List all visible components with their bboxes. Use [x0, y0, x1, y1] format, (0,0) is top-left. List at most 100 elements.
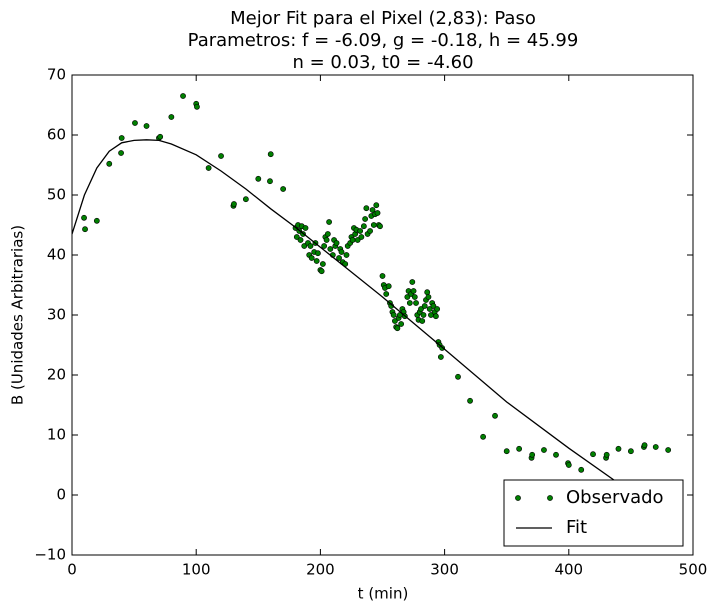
data-point	[419, 318, 426, 324]
data-point	[578, 466, 585, 473]
data-point	[430, 303, 437, 309]
data-point	[242, 196, 249, 203]
data-point	[641, 442, 648, 449]
y-tick-label: 0	[56, 486, 66, 504]
data-point	[377, 223, 383, 230]
data-point	[418, 306, 424, 312]
data-point	[433, 313, 439, 320]
data-point	[132, 120, 138, 126]
data-point	[398, 321, 405, 327]
data-point	[373, 202, 380, 209]
data-point	[394, 325, 401, 332]
data-point	[425, 294, 432, 300]
data-point	[411, 294, 418, 300]
y-tick-label: 10	[47, 426, 66, 444]
data-point	[157, 133, 164, 140]
data-point	[321, 243, 328, 249]
data-point	[180, 93, 186, 99]
data-point	[503, 448, 510, 455]
data-point	[390, 312, 397, 318]
data-point	[327, 246, 334, 252]
chart-title: Parametros: f = -6.09, g = -0.18, h = 45…	[188, 30, 579, 51]
data-point	[81, 214, 87, 221]
data-point	[106, 160, 113, 167]
data-point	[358, 234, 365, 240]
fit-line	[72, 139, 669, 517]
data-point	[529, 451, 536, 458]
data-point	[409, 279, 416, 285]
data-point	[379, 273, 386, 279]
data-point	[302, 225, 309, 231]
y-tick-label: 20	[47, 366, 66, 384]
data-point	[480, 433, 487, 440]
data-point	[369, 207, 376, 213]
data-point	[93, 217, 100, 224]
data-point	[360, 223, 367, 230]
data-point	[374, 210, 381, 216]
axes: 0 100 200 300 400 500−10010203040506070Observ…	[34, 66, 707, 579]
data-point	[467, 397, 473, 404]
data-point	[194, 103, 200, 110]
data-point	[615, 445, 622, 452]
x-tick-label: 0	[67, 561, 77, 579]
data-point	[313, 258, 320, 264]
x-tick-label: 500	[679, 561, 708, 579]
data-point	[665, 447, 672, 453]
data-point	[553, 451, 559, 458]
y-axis-label: B (Unidades Arbitrarias)	[9, 225, 27, 405]
data-point	[413, 300, 419, 306]
y-tick-label: 50	[47, 186, 66, 204]
x-tick-label: 200	[306, 561, 335, 579]
data-point	[118, 135, 125, 141]
data-point	[205, 165, 212, 171]
y-tick-label: 30	[47, 306, 66, 324]
data-point	[82, 226, 88, 233]
data-point	[370, 222, 377, 228]
x-tick-label: 400	[554, 561, 583, 579]
legend-marker	[515, 495, 521, 501]
data-point	[392, 318, 398, 324]
data-point	[492, 412, 498, 419]
data-point	[404, 294, 411, 300]
y-tick-label: 40	[47, 246, 66, 264]
data-point	[338, 249, 345, 255]
data-point	[565, 462, 572, 468]
plot-area	[72, 93, 672, 517]
y-tick-label: 60	[47, 126, 66, 144]
data-point	[218, 153, 224, 159]
data-point	[437, 354, 444, 360]
data-point	[343, 252, 350, 258]
data-point	[326, 219, 332, 225]
legend-box	[503, 479, 684, 547]
data-point	[420, 312, 427, 318]
data-point	[406, 300, 413, 306]
x-axis-label: t (min)	[358, 585, 409, 603]
data-point	[362, 216, 369, 222]
chart-title: n = 0.03, t0 = -4.60	[292, 52, 473, 73]
data-point	[349, 237, 356, 243]
data-point	[315, 250, 321, 257]
x-tick-label: 300	[430, 561, 459, 579]
data-point	[307, 243, 314, 249]
data-point	[363, 205, 370, 212]
data-point	[455, 373, 461, 380]
data-point	[267, 151, 274, 158]
data-point	[318, 268, 325, 275]
data-point	[297, 237, 304, 243]
data-point	[628, 448, 634, 455]
data-point	[280, 186, 287, 192]
data-point	[333, 240, 340, 246]
data-point	[410, 288, 417, 294]
data-point	[293, 234, 300, 240]
data-point	[231, 201, 237, 207]
data-point	[255, 175, 262, 182]
data-point	[426, 306, 433, 312]
data-point	[323, 237, 330, 243]
data-point	[301, 243, 308, 249]
data-point	[168, 114, 175, 120]
data-point	[308, 255, 315, 261]
data-point	[590, 451, 596, 458]
data-point	[603, 451, 610, 458]
legend-label: Observado	[566, 487, 664, 508]
